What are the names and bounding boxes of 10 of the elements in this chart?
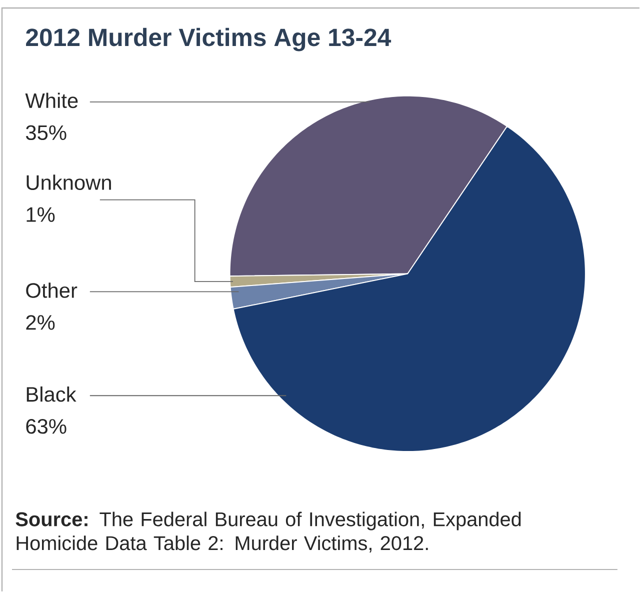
data-label: 63% — [26, 418, 66, 434]
slice-label: Other — [26, 282, 78, 298]
slice-label: Black — [26, 386, 76, 402]
slice-label: White — [25, 92, 78, 108]
text: Source: The Federal Bureau of Investigation, Expanded Homicide Data Table 2: Murder Victims, 2012. — [16, 512, 521, 553]
slice-label: Unknown — [26, 174, 111, 190]
data-label: 1% — [26, 207, 55, 222]
data-label: 2% — [26, 315, 55, 330]
chart-title: 2012 Murder Victims Age 13-24 — [26, 28, 392, 52]
data-label: 35% — [26, 125, 66, 140]
